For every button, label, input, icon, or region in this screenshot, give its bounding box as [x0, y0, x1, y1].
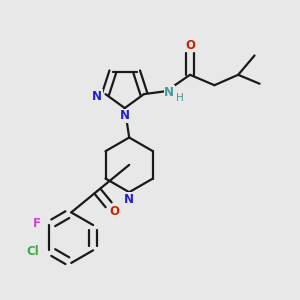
Text: F: F — [33, 217, 41, 230]
Text: Cl: Cl — [27, 245, 39, 258]
Text: N: N — [124, 193, 134, 206]
Text: N: N — [92, 90, 102, 103]
Text: N: N — [164, 86, 174, 99]
Text: O: O — [109, 205, 119, 218]
Text: H: H — [176, 93, 184, 103]
Text: O: O — [185, 39, 195, 52]
Text: N: N — [120, 109, 130, 122]
